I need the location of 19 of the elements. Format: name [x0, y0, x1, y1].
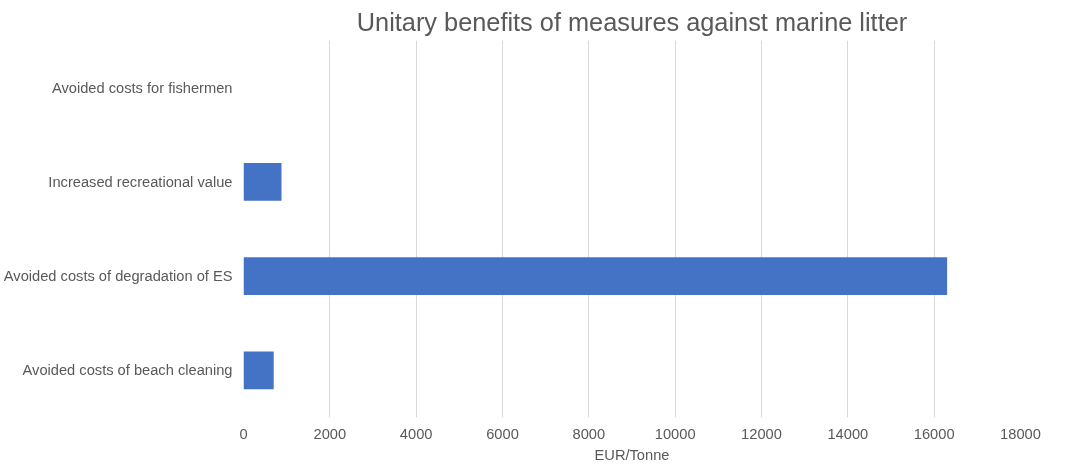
bar — [243, 257, 948, 295]
bar — [243, 351, 274, 390]
x-tick-label: 8000 — [572, 425, 606, 442]
x-tick-label: 14000 — [827, 425, 869, 442]
y-tick-label: Avoided costs for fishermen — [51, 79, 233, 96]
x-tick-label: 12000 — [741, 425, 782, 442]
x-tick-label: 4000 — [399, 425, 433, 442]
x-tick-label: 2000 — [313, 425, 347, 442]
x-tick-label: 6000 — [486, 425, 519, 442]
chart-title: Unitary benefits of measures against marine litter — [356, 7, 908, 36]
y-tick-label: Avoided costs of beach cleaning — [22, 362, 233, 379]
x-tick-label: 0 — [239, 425, 248, 442]
x-tick-label: 16000 — [913, 425, 955, 442]
bar — [243, 163, 282, 201]
x-tick-label: 18000 — [1000, 425, 1041, 442]
x-tick-label: 10000 — [654, 425, 696, 442]
y-tick-label: Increased recreational value — [48, 173, 233, 190]
x-axis-title: EUR/Tonne — [594, 446, 670, 463]
y-tick-label: Avoided costs of degradation of ES — [3, 268, 233, 285]
